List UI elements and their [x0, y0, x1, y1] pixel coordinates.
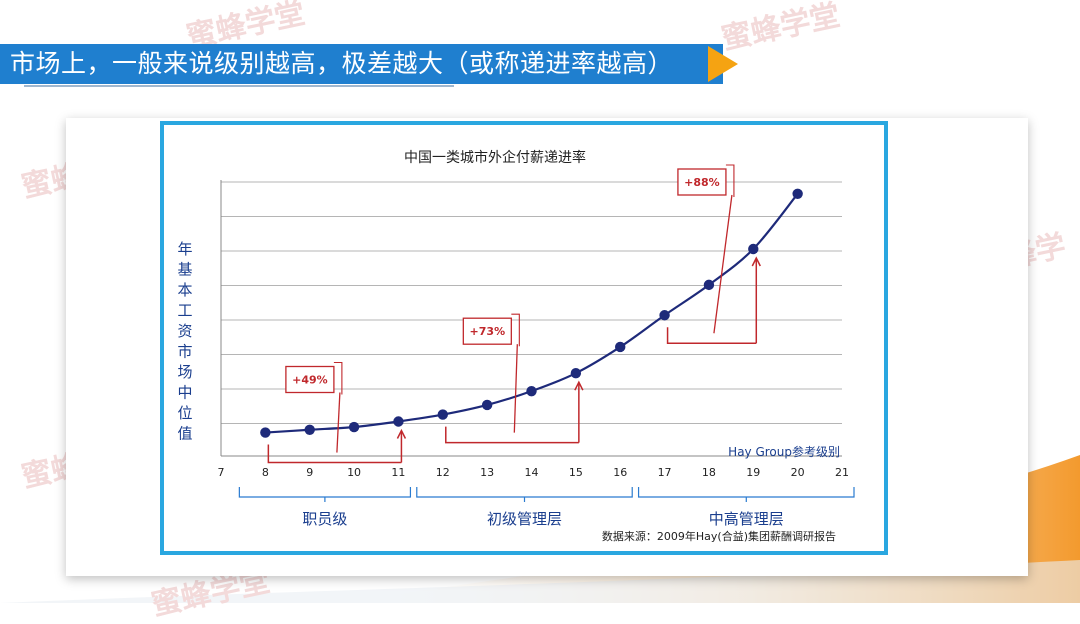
x-axis-label: Hay Group参考级别 [728, 444, 840, 459]
data-point [526, 385, 537, 397]
annotation-arrowhead [574, 380, 584, 391]
page-title: 市场上，一般来说级别越高，极差越大（或称递进率越高） [10, 49, 674, 78]
data-points [260, 188, 803, 438]
group-label: 中高管理层 [709, 510, 784, 528]
annotation-box [677, 168, 727, 196]
x-tick-label: 13 [480, 466, 494, 479]
annotation-box-edge [725, 164, 735, 197]
data-point [703, 279, 715, 291]
y-axis-label-char: 中 [177, 384, 192, 402]
x-tick-label: 12 [436, 466, 450, 479]
y-axis-label-char: 基 [177, 261, 192, 279]
title-underline [24, 85, 454, 87]
annotation-box-edge [511, 313, 520, 347]
x-tick-label: 11 [391, 466, 405, 479]
chart-title: 中国一类城市外企付薪递进率 [404, 149, 586, 166]
annotation-label: +49% [292, 374, 328, 387]
header-arrow-icon [708, 46, 738, 82]
annotation-label: +88% [684, 176, 720, 189]
x-tick-label: 19 [746, 466, 760, 479]
x-tick-label: 20 [791, 466, 805, 479]
annotation-box [285, 365, 335, 394]
annotation-label: +73% [470, 325, 506, 338]
annotation-bracket [666, 327, 757, 344]
data-point [304, 424, 315, 435]
annotation-leader [513, 344, 518, 433]
x-tick-label: 21 [835, 466, 849, 479]
annotations: +49% +73% +88% [267, 164, 761, 464]
y-axis-label-char: 值 [177, 425, 192, 443]
source-note: 数据来源：2009年Hay(合益)集团薪酬调研报告 [602, 529, 836, 543]
data-point [748, 243, 759, 255]
annotation-bracket [445, 426, 579, 444]
x-tick-label: 14 [525, 466, 539, 479]
x-tick-label: 9 [306, 466, 313, 479]
data-point [260, 427, 271, 438]
group-bracket [416, 487, 633, 498]
x-tick-labels: 7 8 9 10 11 12 13 14 15 16 17 18 19 20 21 [218, 466, 850, 479]
data-point [437, 409, 448, 420]
group-bracket [238, 487, 412, 498]
y-axis-label-char: 市 [177, 343, 192, 361]
series-curve [265, 193, 799, 434]
group-label: 初级管理层 [487, 510, 562, 528]
data-point [570, 368, 582, 379]
data-point [348, 421, 360, 433]
data-point [481, 399, 493, 411]
axes [220, 180, 842, 457]
data-point [792, 188, 803, 199]
annotation-leader [713, 194, 733, 334]
x-tick-label: 17 [658, 466, 672, 479]
annotation-leader [336, 392, 341, 453]
x-tick-label: 10 [347, 466, 361, 479]
group-label: 职员级 [302, 510, 347, 528]
gridlines [221, 181, 842, 424]
x-tick-label: 16 [613, 466, 627, 479]
x-tick-label: 8 [262, 466, 269, 479]
annotation-box-edge [333, 361, 343, 395]
level-groups: 职员级 初级管理层 中高管理层 [238, 487, 855, 528]
chart-frame [160, 121, 888, 555]
data-point [393, 416, 404, 427]
annotation-arrowhead [751, 256, 761, 267]
data-point [659, 310, 670, 321]
y-axis-label-char: 本 [177, 281, 192, 299]
x-tick-label: 15 [569, 466, 583, 479]
y-axis-label-char: 年 [177, 240, 192, 258]
y-axis-label-char: 工 [177, 302, 192, 320]
y-axis-label-char: 资 [177, 322, 192, 340]
data-point [615, 341, 626, 353]
y-axis-label-char: 位 [177, 404, 192, 422]
series-line [265, 193, 799, 434]
annotation-box [462, 317, 512, 345]
x-tick-label: 7 [218, 466, 225, 479]
header-bar [0, 44, 723, 84]
annotation-arrowhead [396, 428, 407, 439]
annotation-bracket [267, 444, 402, 464]
group-bracket [637, 487, 855, 498]
x-tick-label: 18 [702, 466, 716, 479]
y-axis-label-char: 场 [177, 363, 192, 381]
